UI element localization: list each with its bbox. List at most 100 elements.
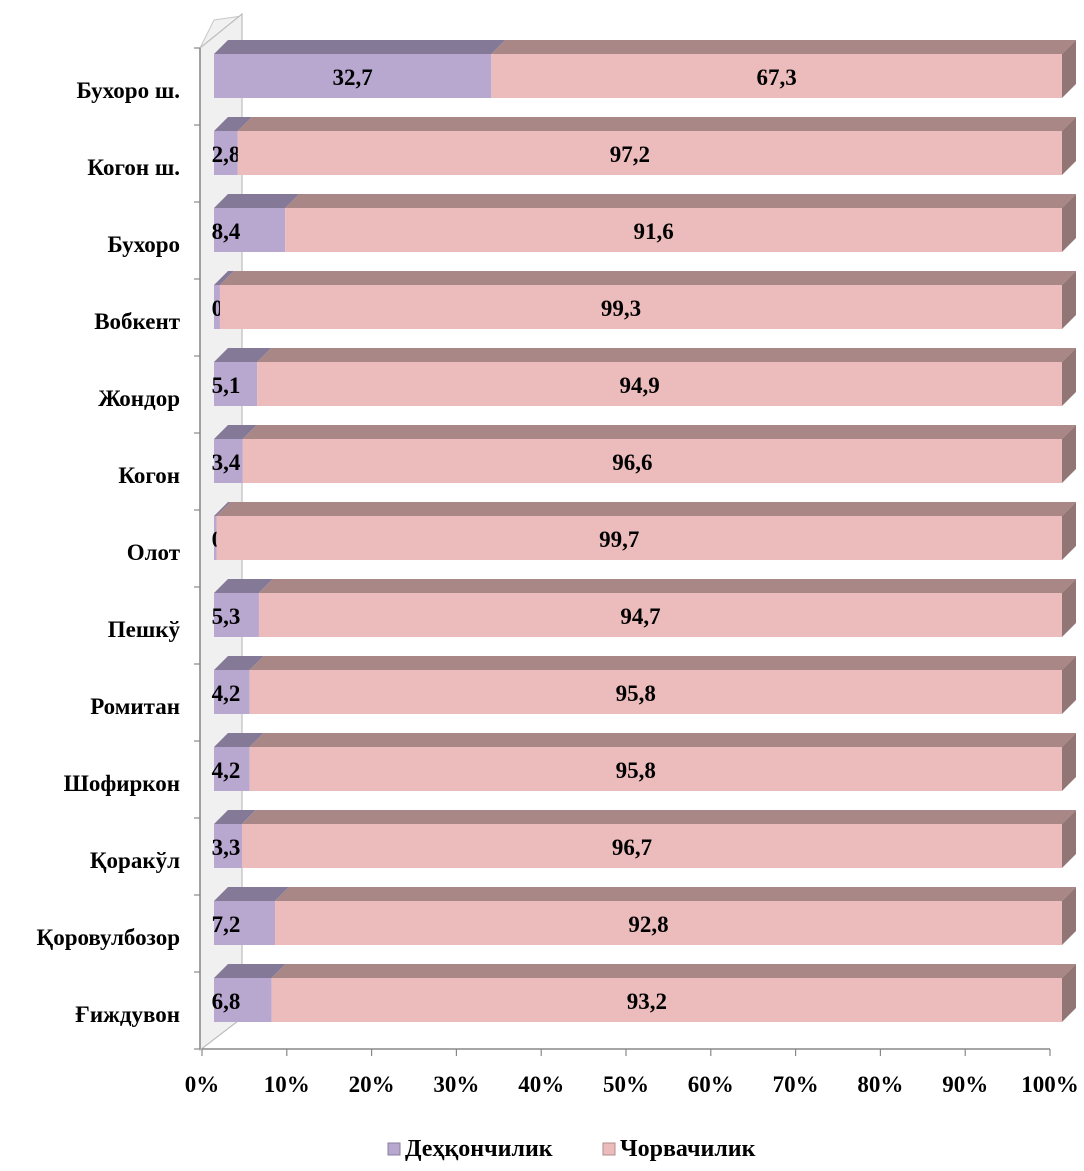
bar-row: 3,4 96,6 xyxy=(212,425,1076,483)
bar-segment xyxy=(214,670,250,714)
bar-top-face xyxy=(242,425,1076,439)
bar-row: 5,3 94,7 xyxy=(212,579,1077,637)
bar-value-label: 67,3 xyxy=(757,65,797,90)
bar-segment xyxy=(249,670,1063,714)
bar-row: 6,8 93,2 xyxy=(212,964,1076,1022)
legend-label: Деҳқончилик xyxy=(405,1136,553,1162)
x-axis: 0% 10% 20% 30% 40% 50% 60% 70% 80% 90% 100% xyxy=(185,47,1079,1097)
bar-top-face xyxy=(214,810,256,824)
bar-row: 32,7 67,3 xyxy=(214,40,1076,98)
bar-row: 0,799,3 xyxy=(212,271,1076,329)
category-label: Вобкент xyxy=(94,309,180,334)
x-tick-label: 30% xyxy=(433,1072,479,1097)
bar-segment xyxy=(216,516,1062,560)
bar-top-face xyxy=(258,579,1077,593)
category-label: Ромитан xyxy=(90,694,180,719)
bar-value-label: 96,6 xyxy=(612,450,652,475)
bar-end-face xyxy=(1062,656,1076,714)
legend-label: Чорвачилик xyxy=(620,1136,756,1162)
category-label: Пешкў xyxy=(108,617,181,642)
bar-value-label: 97,2 xyxy=(610,142,650,167)
bar-value-label: 5,3 xyxy=(212,604,241,629)
bar-value-label: 95,8 xyxy=(616,758,656,783)
bar-segment xyxy=(257,362,1062,406)
bar-segment xyxy=(214,439,243,483)
bar-top-face xyxy=(257,348,1076,362)
bar-top-face xyxy=(214,194,300,208)
bar-row: 5,1 94,9 xyxy=(212,348,1076,406)
bar-segment xyxy=(258,593,1063,637)
bar-end-face xyxy=(1062,40,1076,98)
bar-segment xyxy=(214,824,242,868)
x-tick-label: 20% xyxy=(349,1072,395,1097)
bar-top-face xyxy=(214,348,272,362)
bar-row: 8,4 91,6 xyxy=(212,194,1076,252)
bar-top-face xyxy=(241,810,1076,824)
bar-segment xyxy=(242,439,1062,483)
bar-value-label: 94,7 xyxy=(620,604,660,629)
bar-top-face xyxy=(271,964,1076,978)
bar-value-label: 3,4 xyxy=(212,450,241,475)
x-tick-label: 10% xyxy=(264,1072,310,1097)
bar-segment xyxy=(271,978,1062,1022)
bar-segment xyxy=(491,54,1062,98)
bar-value-label: 94,9 xyxy=(619,373,659,398)
bar-segment xyxy=(285,208,1062,252)
bar-top-face xyxy=(214,271,234,285)
bar-top-face xyxy=(214,579,273,593)
x-tick-label: 60% xyxy=(688,1072,734,1097)
x-tick-label: 90% xyxy=(942,1072,988,1097)
category-labels: Бухоро ш. Когон ш. Бухоро Вобкент Жондор Кого… xyxy=(37,78,181,1027)
category-label: Жондор xyxy=(98,386,180,411)
bar-top-face xyxy=(214,964,286,978)
bar-top-face xyxy=(214,117,252,131)
bar-end-face xyxy=(1062,502,1076,560)
x-tick-label: 40% xyxy=(518,1072,564,1097)
bar-top-face xyxy=(214,425,257,439)
bar-end-face xyxy=(1062,810,1076,868)
bar-segment xyxy=(237,131,1062,175)
bar-row: 0,399,7 xyxy=(212,502,1076,560)
bar-top-face xyxy=(249,733,1077,747)
x-tick-label: 50% xyxy=(603,1072,649,1097)
category-label: Когон xyxy=(118,463,180,488)
bar-segment xyxy=(249,747,1063,791)
bar-end-face xyxy=(1062,733,1076,791)
category-label: Когон ш. xyxy=(87,155,180,180)
bar-segment xyxy=(214,516,217,560)
bar-value-label: 3,3 xyxy=(212,835,241,860)
bar-value-label: 91,6 xyxy=(633,219,673,244)
category-label: Қоракўл xyxy=(90,848,180,873)
x-tick-label: 100% xyxy=(1021,1072,1079,1097)
bar-end-face xyxy=(1062,348,1076,406)
bar-top-face xyxy=(275,887,1076,901)
bar-row: 4,2 95,8 xyxy=(212,733,1077,791)
category-label: Шофиркон xyxy=(64,771,180,796)
legend-item: Деҳқончилик xyxy=(387,1136,553,1162)
bar-value-label: 6,8 xyxy=(212,989,241,1014)
bar-value-label: 93,2 xyxy=(627,989,667,1014)
category-label: Бухоро ш. xyxy=(77,78,180,103)
x-tick-label: 80% xyxy=(857,1072,903,1097)
bars-group: 32,7 67,3 2,8 97,2 8,4 91,6 0,799,3 5,1 94,9 3,4 9… xyxy=(212,40,1077,1022)
legend-swatch xyxy=(387,1142,401,1156)
x-tick-label: 0% xyxy=(185,1072,220,1097)
legend-swatch xyxy=(602,1142,616,1156)
bar-top-face xyxy=(214,887,290,901)
bar-top-face xyxy=(219,271,1076,285)
bar-segment xyxy=(241,824,1062,868)
bar-value-label: 4,2 xyxy=(212,758,241,783)
bar-segment xyxy=(214,208,286,252)
bar-value-label: 99,7 xyxy=(599,527,639,552)
bar-end-face xyxy=(1062,579,1076,637)
bar-segment xyxy=(214,285,220,329)
legend-item: Чорвачилик xyxy=(602,1136,756,1162)
bar-end-face xyxy=(1062,887,1076,945)
bar-row: 7,2 92,8 xyxy=(212,887,1076,945)
bar-end-face xyxy=(1062,117,1076,175)
bar-segment xyxy=(214,901,276,945)
bar-value-label: 8,4 xyxy=(212,219,241,244)
bar-value-label: 7,2 xyxy=(212,912,241,937)
